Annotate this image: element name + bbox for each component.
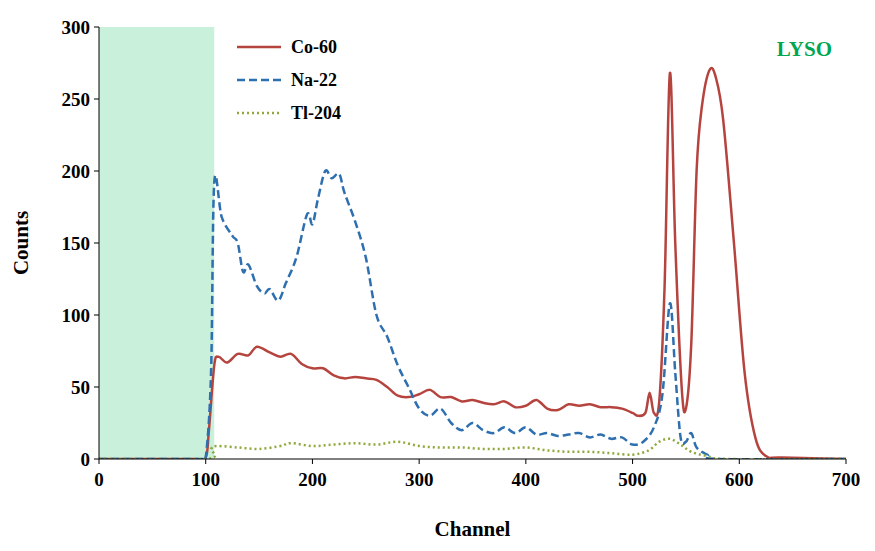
y-tick-label: 0 (81, 449, 91, 470)
legend: Co-60 Na-22 Tl-204 (237, 37, 341, 123)
x-tick (846, 459, 847, 464)
x-tick-label: 400 (512, 469, 541, 490)
y-tick (94, 99, 99, 100)
legend-label: Tl-204 (291, 103, 341, 123)
legend-label: Co-60 (291, 37, 337, 57)
x-tick-label: 100 (191, 469, 220, 490)
x-tick-label: 500 (618, 469, 647, 490)
legend-swatch (237, 46, 281, 49)
x-tick-label: 0 (94, 469, 104, 490)
series-group (99, 68, 846, 459)
y-tick-label: 250 (62, 89, 91, 110)
highlight-group (99, 27, 214, 459)
y-tick-label: 300 (62, 17, 91, 38)
x-tick (205, 459, 206, 464)
x-tick (739, 459, 740, 464)
chart-container: 0 50 100 150 200 250 300 0 100 200 300 400 500 600 700… (0, 0, 875, 551)
x-tick-label: 300 (405, 469, 434, 490)
y-tick (94, 387, 99, 388)
y-axis-line (99, 27, 100, 459)
legend-swatch (237, 79, 281, 82)
x-tick-label: 600 (725, 469, 754, 490)
y-tick (94, 27, 99, 28)
annotation: LYSO (777, 37, 832, 61)
x-tick (632, 459, 633, 464)
y-tick-label: 200 (62, 161, 91, 182)
series-line (99, 439, 846, 459)
y-tick (94, 459, 99, 460)
chart-svg: 0 50 100 150 200 250 300 0 100 200 300 400 500 600 700… (0, 0, 875, 551)
legend-swatch (237, 112, 281, 115)
y-tick-label: 50 (71, 377, 90, 398)
y-axis-label: Counts (9, 211, 33, 275)
legend-label: Na-22 (291, 70, 337, 90)
y-tick-label: 150 (62, 233, 91, 254)
x-axis-label: Channel (435, 517, 511, 541)
series-line (99, 170, 846, 459)
y-tick-label: 100 (62, 305, 91, 326)
x-axis-line (99, 459, 846, 460)
y-tick (94, 171, 99, 172)
y-tick (94, 315, 99, 316)
x-tick (99, 459, 100, 464)
x-tick-label: 200 (298, 469, 327, 490)
highlight-region (99, 27, 214, 459)
x-tick (312, 459, 313, 464)
x-tick (419, 459, 420, 464)
x-tick-label: 700 (832, 469, 861, 490)
series-line (99, 68, 846, 459)
x-tick (525, 459, 526, 464)
y-tick (94, 243, 99, 244)
